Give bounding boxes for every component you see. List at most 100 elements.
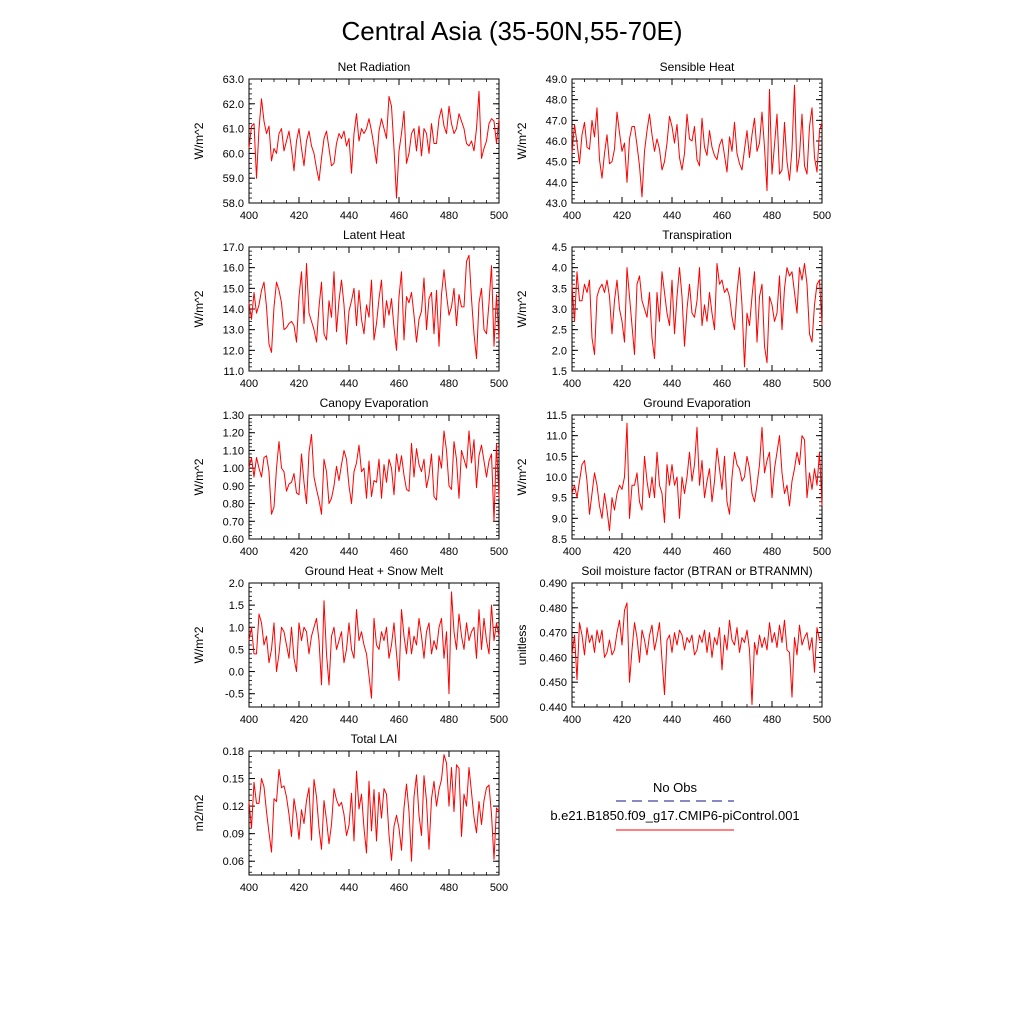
y-tick-label: 2.0 <box>229 578 244 590</box>
x-tick-label: 500 <box>490 546 508 558</box>
x-tick-label: 440 <box>340 546 358 558</box>
y-tick-label: 1.5 <box>229 600 244 612</box>
y-tick-label: 62.0 <box>223 99 244 111</box>
y-tick-label: 63.0 <box>223 74 244 86</box>
y-tick-label: 0.440 <box>539 702 567 714</box>
panel-title: Total LAI <box>351 732 398 746</box>
legend-obs-label: No Obs <box>653 780 698 795</box>
x-tick-label: 460 <box>390 714 408 726</box>
series-line <box>248 254 500 360</box>
panel-4: Canopy Evaporation W/m^2 400 420 440 460 480 50… <box>192 396 508 558</box>
series-line <box>571 84 823 198</box>
y-tick-label: 61.0 <box>223 124 244 136</box>
y-tick-label: 1.00 <box>223 463 244 475</box>
x-tick-label: 460 <box>390 378 408 390</box>
y-tick-label: 0.460 <box>539 652 567 664</box>
y-tick-label: 1.30 <box>223 410 244 422</box>
y-tick-label: 0.490 <box>539 578 567 590</box>
plot-frame <box>248 750 500 876</box>
y-tick-label: 1.0 <box>229 622 244 634</box>
x-tick-label: 440 <box>340 714 358 726</box>
panel-title: Transpiration <box>662 228 732 242</box>
y-tick-label: 4.0 <box>552 263 567 275</box>
x-tick-label: 460 <box>713 714 731 726</box>
x-tick-label: 480 <box>440 714 458 726</box>
x-tick-label: 500 <box>813 378 831 390</box>
y-tick-label: 43.0 <box>546 198 567 210</box>
x-tick-label: 500 <box>813 714 831 726</box>
panel-1: Sensible Heat W/m^2 400 420 440 460 480 500 43.0… <box>515 60 831 222</box>
x-tick-label: 480 <box>763 210 781 222</box>
y-tick-label: 58.0 <box>223 198 244 210</box>
panel-title: Net Radiation <box>338 60 411 74</box>
plot-frame <box>248 246 500 372</box>
x-tick-label: 440 <box>340 378 358 390</box>
y-tick-label: 9.0 <box>552 513 567 525</box>
y-axis-label: W/m^2 <box>192 458 206 495</box>
y-tick-label: 10.5 <box>546 451 567 463</box>
x-tick-label: 420 <box>290 210 308 222</box>
x-tick-label: 460 <box>390 882 408 894</box>
series-line <box>571 422 823 532</box>
x-tick-label: 500 <box>813 210 831 222</box>
y-tick-label: 1.10 <box>223 445 244 457</box>
series-line <box>248 90 500 199</box>
x-tick-label: 460 <box>713 546 731 558</box>
x-tick-label: 400 <box>563 714 581 726</box>
y-tick-label: 17.0 <box>223 242 244 254</box>
x-tick-label: 500 <box>490 714 508 726</box>
series-line <box>248 430 500 522</box>
x-tick-label: 460 <box>390 210 408 222</box>
x-tick-label: 400 <box>563 546 581 558</box>
legend: No Obs b.e21.B1850.f09_g17.CMIP6-piContr… <box>550 780 800 831</box>
y-tick-label: 2.0 <box>552 345 567 357</box>
x-tick-label: 400 <box>240 714 258 726</box>
panel-8: Total LAI m2/m2 400 420 440 460 480 500 0.06 0.09… <box>192 732 508 894</box>
y-tick-label: 2.5 <box>552 325 567 337</box>
panel-6: Ground Heat + Snow Melt W/m^2 400 420 440 460… <box>192 564 508 726</box>
panel-5: Ground Evaporation W/m^2 400 420 440 460 480 50… <box>515 396 831 558</box>
y-tick-label: 9.5 <box>552 493 567 505</box>
y-tick-label: 10.0 <box>546 472 567 484</box>
x-tick-label: 420 <box>613 546 631 558</box>
y-tick-label: 49.0 <box>546 74 567 86</box>
y-tick-label: 14.0 <box>223 304 244 316</box>
y-tick-label: 0.470 <box>539 628 567 640</box>
x-tick-label: 480 <box>440 546 458 558</box>
y-tick-label: 12.0 <box>223 345 244 357</box>
y-tick-label: 0.80 <box>223 499 244 511</box>
x-tick-label: 420 <box>613 378 631 390</box>
y-tick-label: 3.5 <box>552 283 567 295</box>
plot-frame <box>248 414 500 540</box>
y-tick-label: 0.60 <box>223 534 244 546</box>
y-tick-label: 8.5 <box>552 534 567 546</box>
x-tick-label: 400 <box>240 378 258 390</box>
x-tick-label: 420 <box>613 714 631 726</box>
y-tick-label: 47.0 <box>546 115 567 127</box>
y-tick-label: 0.18 <box>223 746 244 758</box>
x-tick-label: 500 <box>490 882 508 894</box>
x-tick-label: 400 <box>563 378 581 390</box>
y-tick-label: 11.5 <box>546 410 567 422</box>
x-tick-label: 420 <box>613 210 631 222</box>
y-tick-label: 46.0 <box>546 136 567 148</box>
y-tick-label: 1.5 <box>552 366 567 378</box>
panel-7: Soil moisture factor (BTRAN or BTRANMN) u… <box>515 564 831 726</box>
x-tick-label: 440 <box>340 210 358 222</box>
x-tick-label: 460 <box>713 210 731 222</box>
y-axis-label: W/m^2 <box>515 122 529 159</box>
y-tick-label: 48.0 <box>546 95 567 107</box>
y-axis-label: unitless <box>515 625 529 666</box>
y-axis-label: m2/m2 <box>192 794 206 831</box>
y-tick-label: 16.0 <box>223 263 244 275</box>
y-tick-label: 0.12 <box>223 801 244 813</box>
x-tick-label: 440 <box>663 714 681 726</box>
x-tick-label: 480 <box>763 714 781 726</box>
x-tick-label: 440 <box>663 378 681 390</box>
panel-title: Sensible Heat <box>660 60 735 74</box>
x-tick-label: 460 <box>713 378 731 390</box>
y-tick-label: 3.0 <box>552 304 567 316</box>
panels: Net Radiation W/m^2 400 420 440 460 480 500 58.0… <box>192 60 831 894</box>
plot-frame <box>571 78 823 204</box>
